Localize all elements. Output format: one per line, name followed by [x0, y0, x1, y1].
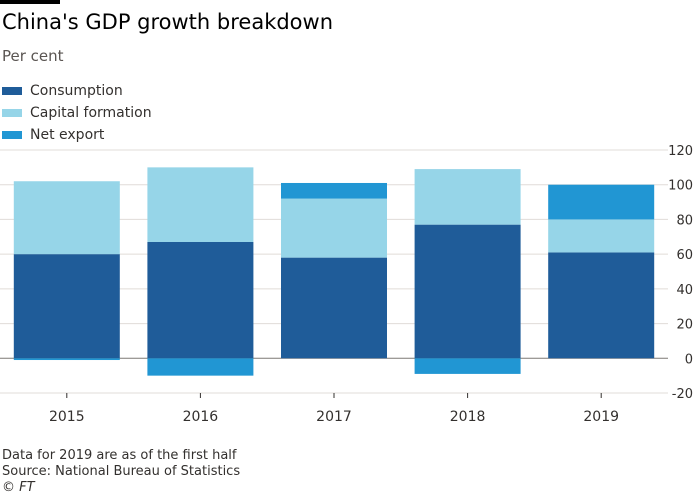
- x-tick-label: 2017: [316, 409, 352, 425]
- bar-consumption-2015: [13, 254, 120, 359]
- bar-net-export-2016: [147, 358, 254, 376]
- legend-label-net-export: Net export: [30, 127, 105, 143]
- bar-capital-formation-2019: [548, 219, 655, 253]
- bar-consumption-2019: [548, 252, 655, 359]
- bar-capital-formation-2017: [281, 198, 387, 258]
- bar-consumption-2017: [281, 257, 387, 359]
- bar-capital-formation-2018: [414, 169, 521, 225]
- brand-bar: [0, 0, 60, 4]
- legend-item-consumption: Consumption: [2, 80, 152, 102]
- bar-capital-formation-2015: [13, 181, 120, 255]
- chart-subtitle: Per cent: [2, 47, 64, 65]
- x-tick-label: 2018: [450, 409, 486, 425]
- bar-net-export-2019: [548, 184, 655, 220]
- x-tick-label: 2019: [583, 409, 619, 425]
- y-tick-label: 120: [668, 144, 693, 159]
- legend-swatch-consumption: [2, 87, 22, 95]
- legend-item-capital-formation: Capital formation: [2, 102, 152, 124]
- footnote: Data for 2019 are as of the first half: [2, 448, 237, 463]
- x-tick-label: 2016: [183, 409, 219, 425]
- y-tick-label: 0: [685, 352, 693, 367]
- source-line: Source: National Bureau of Statistics: [2, 464, 241, 479]
- bar-consumption-2018: [414, 224, 521, 359]
- legend-swatch-net-export: [2, 131, 22, 139]
- legend-label-capital-formation: Capital formation: [30, 105, 152, 121]
- y-tick-label: -20: [672, 387, 693, 402]
- y-tick-label: 80: [676, 213, 693, 228]
- y-tick-label: 20: [676, 318, 693, 333]
- bar-capital-formation-2016: [147, 167, 254, 242]
- legend-swatch-capital-formation: [2, 109, 22, 117]
- copyright: © FT: [2, 480, 35, 495]
- bars: [13, 167, 655, 376]
- x-tick-label: 2015: [49, 409, 85, 425]
- y-axis-ticks: -20 0 20 40 60 80 100 120: [668, 144, 693, 402]
- chart-footer: Data for 2019 are as of the first half S…: [2, 448, 240, 496]
- bar-net-export-2015: [13, 358, 120, 361]
- bar-net-export-2018: [414, 358, 521, 374]
- x-axis-ticks: 2015 2016 2017 2018 2019: [49, 393, 619, 425]
- bar-net-export-2017: [281, 182, 387, 199]
- legend-label-consumption: Consumption: [30, 83, 123, 99]
- y-tick-label: 100: [668, 179, 693, 194]
- bar-consumption-2016: [147, 241, 254, 359]
- legend-item-net-export: Net export: [2, 124, 152, 146]
- y-tick-label: 60: [676, 248, 693, 263]
- y-tick-label: 40: [676, 283, 693, 298]
- chart-legend: Consumption Capital formation Net export: [2, 80, 152, 146]
- chart-title: China's GDP growth breakdown: [2, 10, 334, 34]
